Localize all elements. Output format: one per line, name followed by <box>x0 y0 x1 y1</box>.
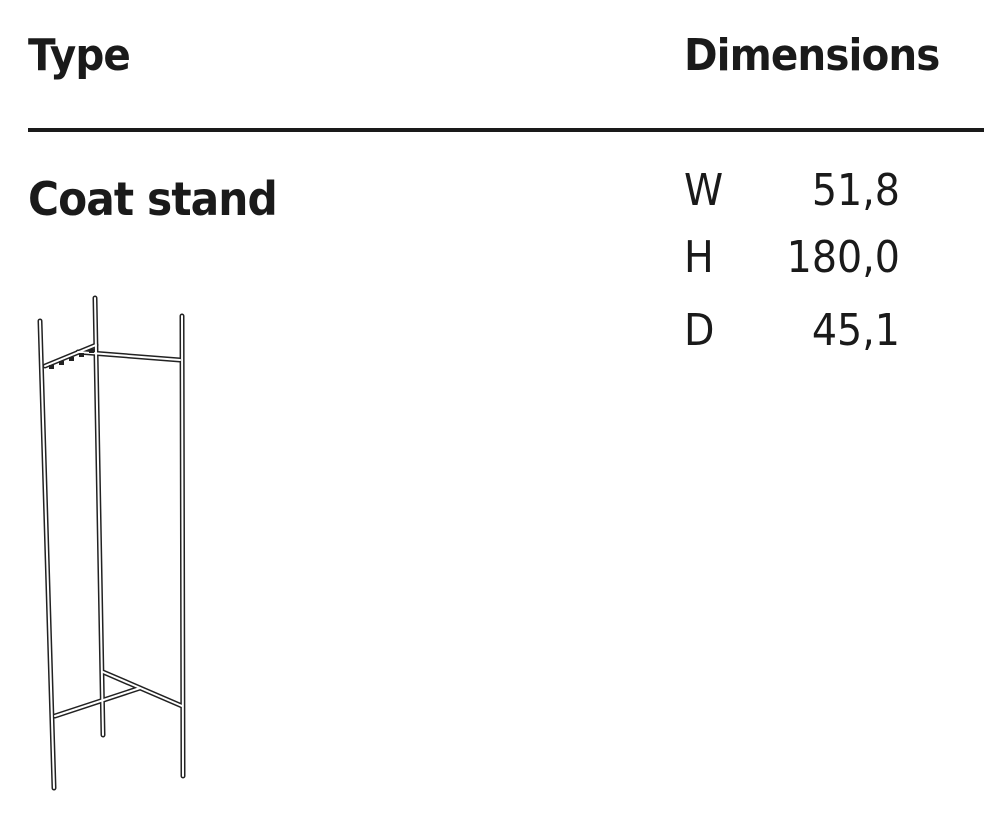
dimension-key: W <box>684 165 724 216</box>
hook-icons <box>49 349 94 369</box>
dimension-value: 180,0 <box>786 232 900 283</box>
header-divider <box>28 128 984 132</box>
product-name: Coat stand <box>28 172 278 226</box>
dimension-value: 51,8 <box>811 165 900 216</box>
type-heading: Type <box>28 30 131 81</box>
dimension-row-height: H 180,0 <box>684 232 900 292</box>
dimension-row-depth: D 45,1 <box>684 305 900 365</box>
dimensions-heading: Dimensions <box>684 30 940 81</box>
dimension-value: 45,1 <box>811 305 900 356</box>
dimension-key: D <box>684 305 715 356</box>
coat-stand-drawing <box>37 295 186 791</box>
dimension-row-width: W 51,8 <box>684 165 900 225</box>
dimension-key: H <box>684 232 714 283</box>
